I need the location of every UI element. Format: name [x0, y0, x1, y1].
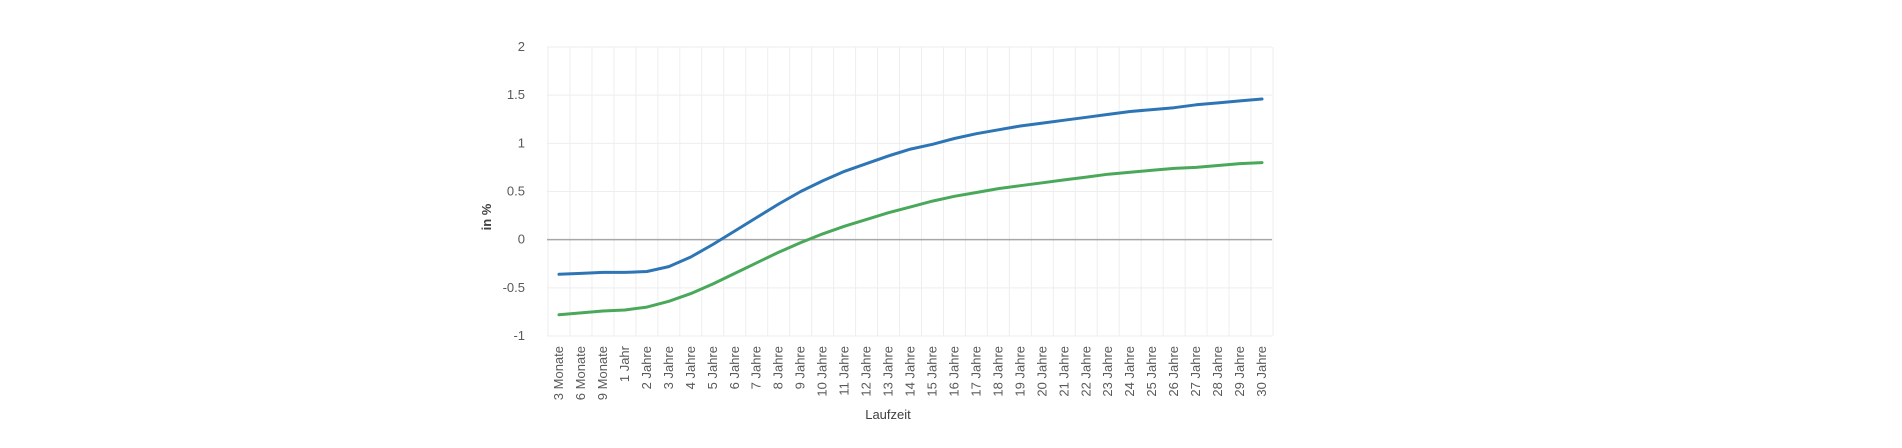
- x-tick-label: 1 Jahr: [617, 345, 632, 382]
- x-tick-label: 21 Jahre: [1056, 346, 1071, 397]
- x-tick-label: 7 Jahre: [749, 346, 764, 389]
- x-tick-label: 23 Jahre: [1100, 346, 1115, 397]
- y-tick-label: 0.5: [507, 184, 525, 199]
- series-line-2: [557, 161, 1264, 317]
- x-tick-label: 15 Jahre: [925, 346, 940, 397]
- x-tick-label: 24 Jahre: [1122, 346, 1137, 397]
- y-axis-title: in %: [479, 203, 494, 230]
- x-tick-label: 8 Jahre: [771, 346, 786, 389]
- x-tick-label: 26 Jahre: [1166, 346, 1181, 397]
- y-tick-label: 1: [518, 135, 525, 150]
- x-tick-label: 20 Jahre: [1034, 346, 1049, 397]
- x-tick-label: 13 Jahre: [881, 346, 896, 397]
- x-tick-label: 27 Jahre: [1188, 346, 1203, 397]
- x-tick-label: 25 Jahre: [1144, 346, 1159, 397]
- x-tick-label: 19 Jahre: [1012, 346, 1027, 397]
- x-tick-label: 3 Monate: [551, 346, 566, 400]
- x-axis-title: Laufzeit: [865, 407, 911, 422]
- x-tick-label: 6 Jahre: [727, 346, 742, 389]
- x-tick-label: 2 Jahre: [639, 346, 654, 389]
- x-tick-label: 6 Monate: [573, 346, 588, 400]
- y-tick-label: 1.5: [507, 87, 525, 102]
- x-tick-label: 22 Jahre: [1078, 346, 1093, 397]
- x-axis-ticks: 3 Monate 6 Monate 9 Monate 1 Jahr 2 Jahre 3 J…: [551, 345, 1269, 400]
- x-tick-label: 30 Jahre: [1254, 346, 1269, 397]
- y-tick-label: -0.5: [503, 280, 525, 295]
- x-tick-label: 12 Jahre: [859, 346, 874, 397]
- x-tick-label: 18 Jahre: [990, 346, 1005, 397]
- x-tick-label: 17 Jahre: [968, 346, 983, 397]
- x-tick-label: 9 Monate: [595, 346, 610, 400]
- x-tick-label: 10 Jahre: [815, 346, 830, 397]
- series-lines: [557, 97, 1264, 317]
- x-tick-label: 28 Jahre: [1210, 346, 1225, 397]
- y-tick-label: -1: [513, 328, 525, 343]
- x-tick-label: 16 Jahre: [946, 346, 961, 397]
- x-tick-label: 4 Jahre: [683, 346, 698, 389]
- y-tick-label: 2: [518, 39, 525, 54]
- x-tick-label: 14 Jahre: [903, 346, 918, 397]
- y-axis-ticks: -1 -0.5 0 0.5 1 1.5 2: [503, 39, 525, 343]
- x-tick-label: 3 Jahre: [661, 346, 676, 389]
- x-tick-label: 5 Jahre: [705, 346, 720, 389]
- y-tick-label: 0: [518, 232, 525, 247]
- series-line-1: [557, 97, 1264, 276]
- x-tick-label: 29 Jahre: [1232, 346, 1247, 397]
- gridlines: [547, 46, 1274, 337]
- x-tick-label: 11 Jahre: [837, 346, 852, 396]
- x-tick-label: 9 Jahre: [793, 346, 808, 389]
